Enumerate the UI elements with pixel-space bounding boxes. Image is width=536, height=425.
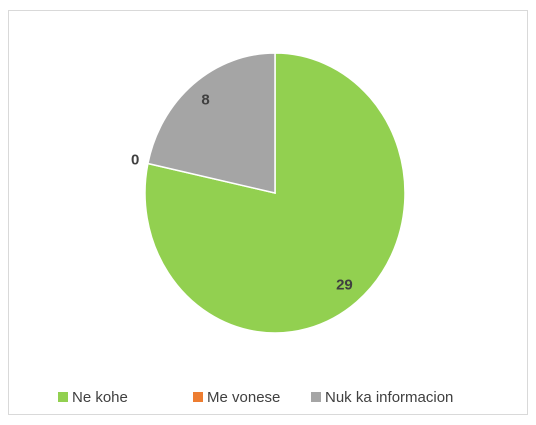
legend-label: Me vonese xyxy=(207,389,280,406)
pie-slice xyxy=(144,52,406,334)
legend-swatch xyxy=(193,392,203,402)
data-label: 29 xyxy=(336,277,353,294)
legend-label: Ne kohe xyxy=(72,389,128,406)
legend-swatch xyxy=(58,392,68,402)
pie-slice xyxy=(147,52,276,194)
legend-swatch xyxy=(311,392,321,402)
data-label: 8 xyxy=(201,91,209,108)
data-label: 0 xyxy=(131,152,139,169)
legend-label: Nuk ka informacion xyxy=(325,389,453,406)
